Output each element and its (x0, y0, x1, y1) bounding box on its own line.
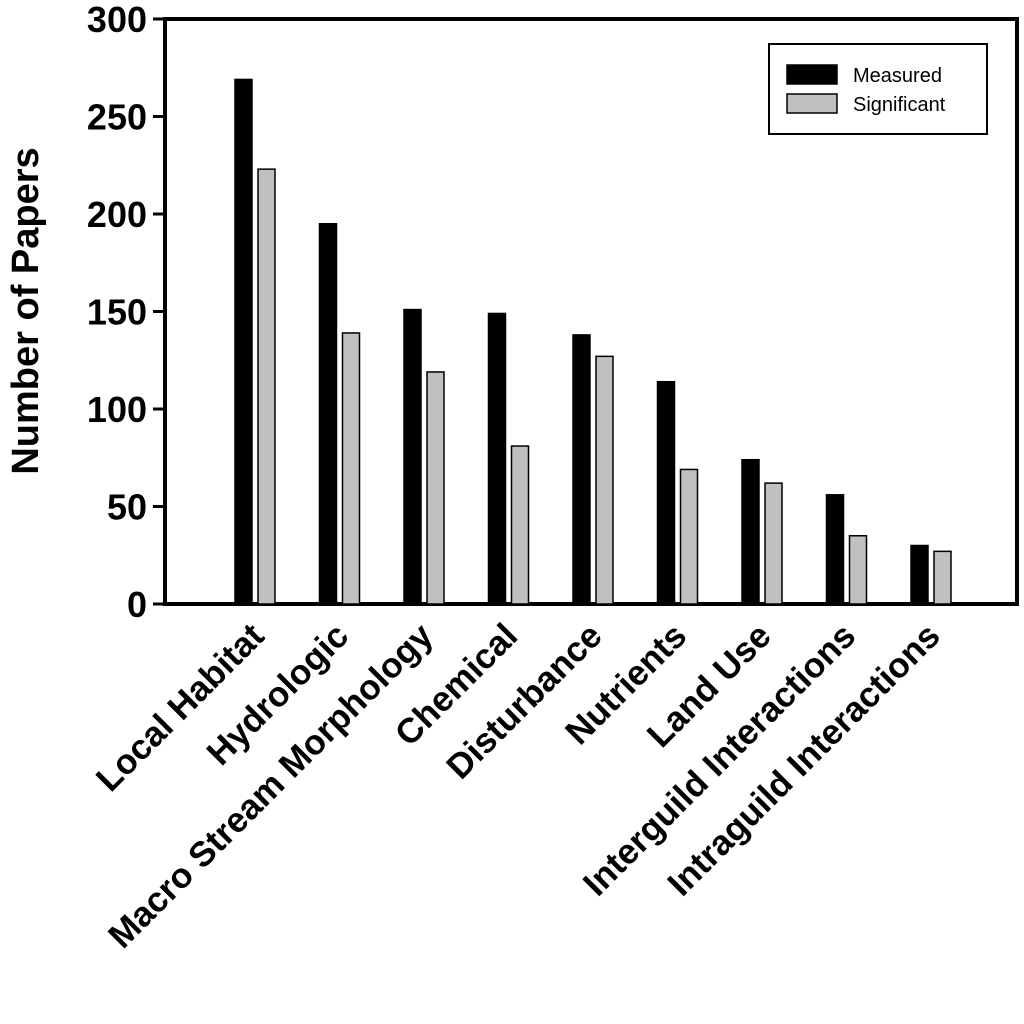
y-axis-title: Number of Papers (5, 147, 47, 474)
bar-significant (595, 355, 614, 605)
bar-measured (487, 312, 507, 605)
bar-significant (848, 535, 868, 605)
y-tick-label: 100 (87, 389, 147, 430)
bar-measured (741, 458, 760, 605)
y-tick-label: 200 (87, 194, 147, 235)
y-tick-label: 300 (87, 0, 147, 40)
bars (234, 78, 952, 605)
bar-significant (257, 168, 276, 605)
bar-significant (426, 371, 445, 605)
bar-significant (341, 332, 361, 605)
legend-swatch-measured (786, 64, 838, 85)
bar-significant (933, 550, 952, 605)
bar-significant (679, 468, 699, 605)
y-tick-label: 150 (87, 292, 147, 333)
bar-measured (403, 308, 422, 605)
bar-measured (572, 334, 591, 605)
y-tick-label: 250 (87, 97, 147, 138)
legend-swatch-significant (786, 93, 838, 114)
legend-label-measured: Measured (853, 65, 942, 87)
bar-measured (825, 494, 845, 605)
y-tick-label: 0 (127, 584, 147, 625)
category-label: Macro Stream Morphology (101, 616, 441, 956)
legend: Measured Significant (768, 43, 988, 135)
bar-measured (318, 223, 338, 605)
bar-significant (764, 482, 783, 605)
y-tick-label: 50 (107, 487, 147, 528)
bar-measured (234, 78, 253, 605)
bar-significant (510, 445, 530, 605)
legend-label-significant: Significant (853, 94, 946, 116)
bar-measured (910, 544, 929, 605)
bar-measured (656, 380, 676, 605)
y-axis: 0 50 100 150 200 250 300 (87, 0, 165, 625)
legend-box (768, 43, 988, 135)
